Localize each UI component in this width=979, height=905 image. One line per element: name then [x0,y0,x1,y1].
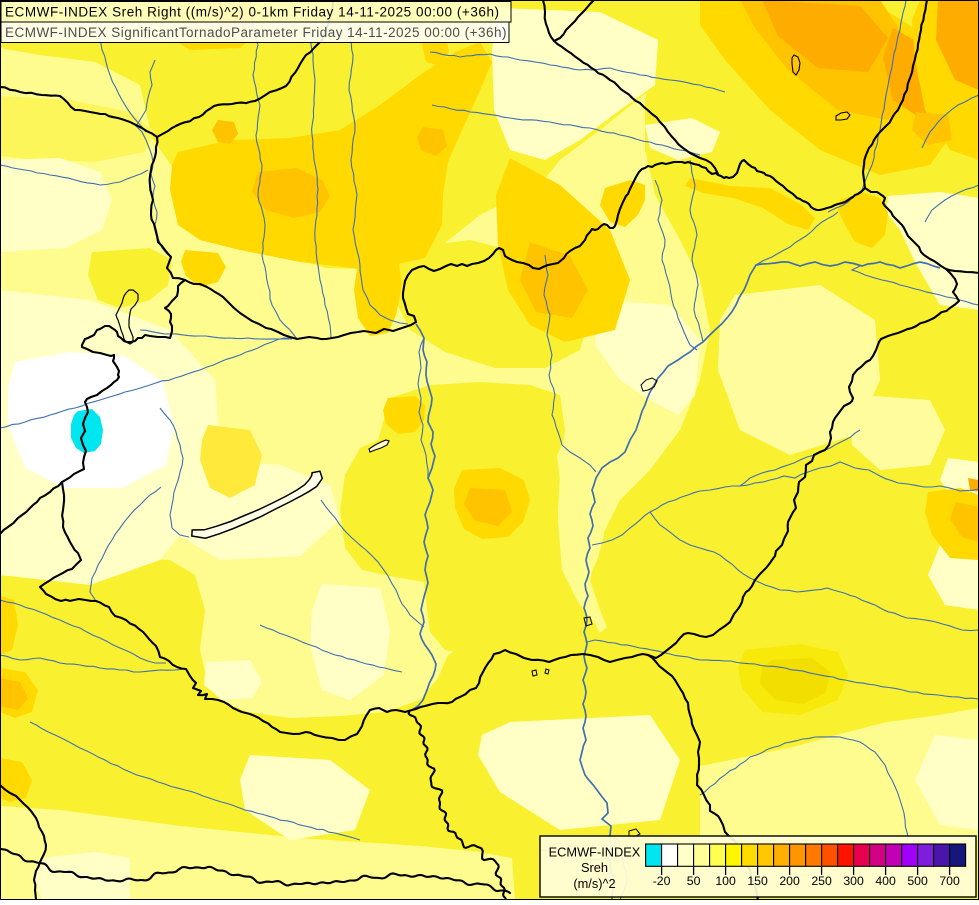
svg-text:(m/s)^2: (m/s)^2 [573,876,615,891]
svg-text:-20: -20 [653,874,671,888]
svg-text:Sreh: Sreh [581,860,608,875]
svg-text:300: 300 [843,874,864,888]
svg-text:150: 150 [747,874,768,888]
svg-text:700: 700 [939,874,960,888]
svg-text:500: 500 [907,874,928,888]
svg-text:100: 100 [715,874,736,888]
svg-text:ECMWF-INDEX SignificantTornado: ECMWF-INDEX SignificantTornadoParameter … [5,25,507,40]
svg-text:200: 200 [779,874,800,888]
svg-text:50: 50 [687,874,701,888]
svg-text:250: 250 [811,874,832,888]
svg-text:ECMWF-INDEX Sreh Right ((m/s)^: ECMWF-INDEX Sreh Right ((m/s)^2) 0-1km F… [5,5,500,20]
svg-text:400: 400 [875,874,896,888]
svg-text:ECMWF-INDEX: ECMWF-INDEX [549,845,641,860]
